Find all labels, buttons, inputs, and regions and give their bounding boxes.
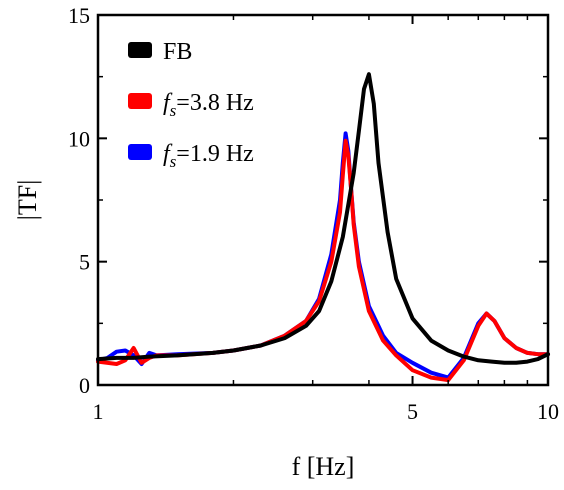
y-axis-title: |TF| xyxy=(13,180,42,221)
y-tick-label: 10 xyxy=(68,126,90,151)
y-tick-label: 5 xyxy=(79,250,90,275)
x-tick-label: 5 xyxy=(407,399,418,424)
plot-frame xyxy=(96,13,550,387)
plot-marks xyxy=(96,72,550,383)
legend-swatch-0 xyxy=(128,42,152,58)
x-tick-label: 1 xyxy=(93,399,104,424)
legend-label-1: fs=3.8 Hz xyxy=(163,90,254,120)
legend-label-symbol: f xyxy=(163,90,173,116)
y-tick-label: 0 xyxy=(79,373,90,398)
legend-label-0: FB xyxy=(163,39,192,65)
x-axis-ticks: 1 5 10 xyxy=(93,15,559,424)
y-axis-ticks: 0 5 10 15 xyxy=(68,3,548,398)
legend-label-subscript: s xyxy=(170,101,177,120)
x-axis-title: f [Hz] xyxy=(292,452,355,481)
legend-swatch-2 xyxy=(128,144,152,160)
x-tick-label: 10 xyxy=(537,399,559,424)
legend-label-2: fs=1.9 Hz xyxy=(163,141,254,171)
legend-label-value: =3.8 Hz xyxy=(176,90,254,116)
series-line-0 xyxy=(96,72,550,365)
legend-label-value: =1.9 Hz xyxy=(176,141,254,167)
series-line-1 xyxy=(96,138,550,383)
legend-swatch-1 xyxy=(128,93,152,109)
y-tick-label: 15 xyxy=(68,3,90,28)
legend-label-subscript: s xyxy=(170,152,177,171)
legend-label-symbol: f xyxy=(163,141,173,167)
legend-label-value: FB xyxy=(163,39,192,65)
series-line-2 xyxy=(96,131,550,380)
